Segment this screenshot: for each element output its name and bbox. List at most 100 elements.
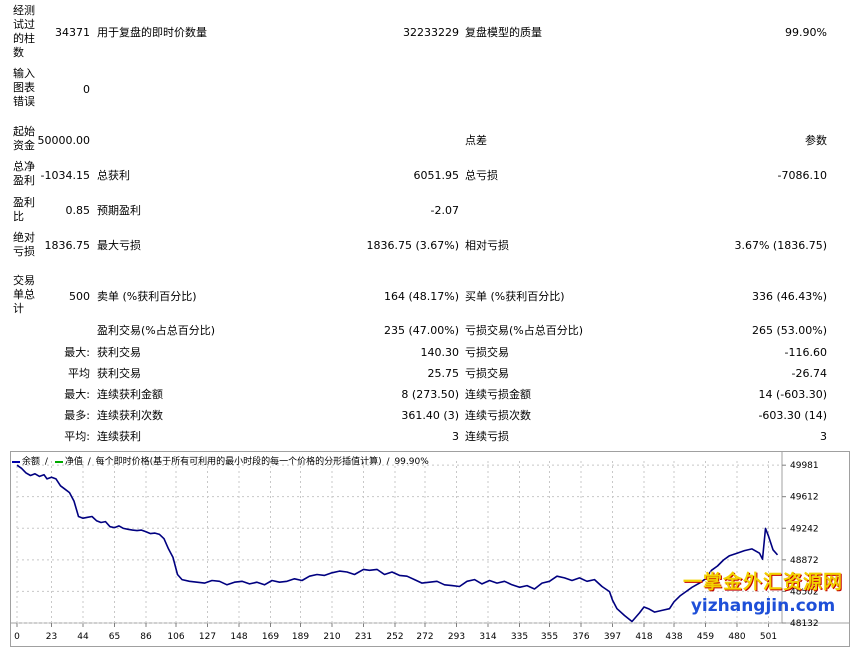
mismatched-errors-value: 0 (83, 83, 90, 96)
max-consecutive-profit-value: 361.40 (3) (401, 409, 459, 422)
max-consecutive-profit-label: 连续获利次数 (97, 409, 163, 422)
total-trades-value: 500 (69, 290, 90, 303)
x-tick-label: 438 (665, 632, 682, 642)
watermark-title: 一掌金外汇资源网 (683, 571, 844, 593)
y-tick-label: 48502 (790, 587, 819, 597)
x-tick-label: 376 (572, 632, 589, 642)
x-tick-label: 501 (760, 632, 777, 642)
initial-deposit-label: 起始资金 (13, 125, 35, 152)
max-consecutive-loss-label: 连续亏损次数 (465, 409, 531, 422)
legend-description: 每个即时价格(基于所有可利用的最小时段的每一个价格的分形插值计算) (95, 457, 382, 467)
short-positions-label: 卖单 (%获利百分比) (97, 290, 197, 303)
gross-profit-value: 6051.95 (413, 169, 460, 182)
total-trades-label: 交易单总计 (13, 274, 35, 315)
watermark-url: yizhangjin.com (690, 596, 836, 616)
x-tick-label: 44 (77, 632, 89, 642)
x-tick-label: 314 (479, 632, 496, 642)
x-tick-label: 397 (604, 632, 621, 642)
y-tick-label: 49242 (790, 524, 819, 534)
x-tick-label: 355 (541, 632, 558, 642)
x-tick-label: 169 (262, 632, 279, 642)
relative-drawdown-label: 相对亏损 (465, 239, 509, 252)
chart-legend: 余额 / 净值 / 每个即时价格(基于所有可利用的最小时段的每一个价格的分形插值… (10, 454, 429, 467)
max-drawdown-value: 1836.75 (3.67%) (366, 239, 459, 252)
x-tick-label: 23 (46, 632, 57, 642)
largest-loss-label: 亏损交易 (465, 346, 509, 359)
profit-factor-value: 0.85 (65, 204, 91, 217)
loss-trades-value: 265 (53.00%) (751, 324, 827, 337)
x-tick-label: 189 (292, 632, 309, 642)
average-consecutive-losses-value: 3 (820, 430, 827, 443)
equity-legend-swatch (54, 460, 63, 463)
profit-trades-value: 235 (47.00%) (383, 324, 459, 337)
long-positions-value: 336 (46.43%) (751, 290, 827, 303)
short-positions-value: 164 (48.17%) (383, 290, 459, 303)
y-tick-label: 48872 (790, 556, 819, 566)
bars-tested-label: 经测试过的柱数 (13, 4, 35, 59)
balance-chart-svg: 0 23 44 65 86 106 127 148 169 189 210 231 252 272 293 3… (10, 451, 850, 647)
net-profit-label: 总净盈利 (13, 160, 35, 187)
gross-loss-value: -7086.10 (777, 169, 827, 182)
modelling-quality-label: 复盘模型的质量 (465, 26, 542, 39)
bars-tested-value: 34371 (55, 26, 90, 39)
absolute-drawdown-label: 绝对亏损 (13, 231, 35, 258)
gross-loss-label: 总亏损 (465, 169, 498, 182)
legend-quality: 99.90% (394, 457, 429, 467)
average-prefix: 平均 (68, 367, 90, 380)
x-tick-label: 106 (167, 632, 184, 642)
x-tick-label: 252 (386, 632, 403, 642)
profit-trades-label: 盈利交易(%占总百分比) (97, 324, 216, 337)
x-tick-label: 272 (416, 632, 433, 642)
expected-payoff-label: 预期盈利 (97, 204, 141, 217)
legend-separator-3: / (386, 457, 390, 467)
max-consecutive-profit-prefix: 最多: (64, 409, 90, 422)
x-tick-label: 459 (697, 632, 714, 642)
legend-separator-2: / (87, 457, 91, 467)
x-tick-label: 210 (323, 632, 340, 642)
x-tick-label: 480 (728, 632, 745, 642)
average-consecutive-wins-label: 连续获利 (97, 430, 141, 443)
x-tick-label: 65 (109, 632, 120, 642)
average-profit-label: 获利交易 (97, 367, 141, 380)
average-consecutive-wins-value: 3 (452, 430, 459, 443)
y-tick-label: 49981 (790, 461, 819, 471)
initial-deposit-value: 50000.00 (37, 134, 91, 147)
average-loss-value: -26.74 (791, 367, 827, 380)
balance-chart: 0 23 44 65 86 106 127 148 169 189 210 231 252 272 293 3… (10, 451, 850, 647)
report-table: 经测试过的柱数 34371 用于复盘的即时价数量 32233229 复盘模型的质… (13, 4, 827, 443)
mismatched-errors-label: 输入图表错误 (13, 67, 35, 108)
long-positions-label: 买单 (%获利百分比) (465, 290, 565, 303)
largest-loss-value: -116.60 (784, 346, 827, 359)
average-loss-label: 亏损交易 (465, 367, 509, 380)
max-consecutive-losses-label: 连续亏损金额 (465, 388, 531, 401)
x-tick-label: 86 (140, 632, 152, 642)
average-consecutive-prefix: 平均: (64, 430, 90, 443)
chart-frame (10, 451, 850, 647)
max-consecutive-wins-label: 连续获利金额 (97, 388, 163, 401)
y-tick-label: 48132 (790, 619, 819, 629)
spread-value: 参数 (805, 134, 827, 147)
x-tick-label: 148 (230, 632, 247, 642)
largest-profit-value: 140.30 (420, 346, 460, 359)
spread-label: 点差 (465, 134, 487, 147)
x-tick-label: 293 (448, 632, 465, 642)
largest-prefix: 最大: (64, 346, 90, 359)
legend-separator-1: / (44, 457, 48, 467)
x-tick-label: 231 (355, 632, 372, 642)
balance-legend-label: 余额 (22, 457, 41, 467)
balance-series-line (16, 464, 779, 623)
absolute-drawdown-value: 1836.75 (44, 239, 91, 252)
gross-profit-label: 总获利 (97, 169, 130, 182)
ticks-modelled-label: 用于复盘的即时价数量 (97, 26, 207, 39)
average-profit-value: 25.75 (427, 367, 460, 380)
max-consecutive-wins-value: 8 (273.50) (401, 388, 459, 401)
y-tick-label: 49612 (790, 493, 819, 503)
ticks-modelled-value: 32233229 (403, 26, 459, 39)
loss-trades-label: 亏损交易(%占总百分比) (465, 324, 584, 337)
x-tick-label: 418 (635, 632, 652, 642)
average-consecutive-losses-label: 连续亏损 (465, 430, 509, 443)
x-tick-label: 335 (511, 632, 528, 642)
max-consecutive-losses-value: 14 (-603.30) (758, 388, 827, 401)
x-tick-label: 0 (14, 632, 20, 642)
largest-profit-label: 获利交易 (97, 346, 141, 359)
